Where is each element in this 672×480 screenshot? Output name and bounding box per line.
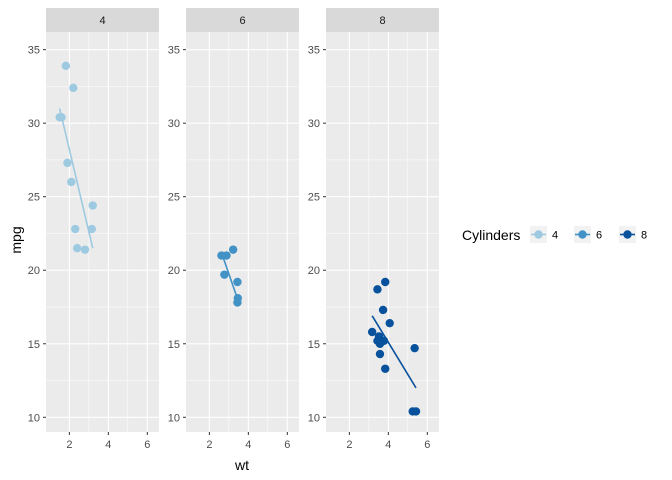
legend-label: 6 xyxy=(596,230,602,242)
panel-background xyxy=(46,32,159,432)
data-point xyxy=(375,349,385,359)
legend-entry-4: 4 xyxy=(530,226,558,243)
fit-line xyxy=(58,108,94,249)
data-point xyxy=(72,243,82,253)
panel-background xyxy=(326,32,439,432)
data-point xyxy=(57,113,66,122)
y-tick-label: 20 xyxy=(308,265,320,277)
y-tick-label: 10 xyxy=(308,412,320,424)
data-point xyxy=(411,407,421,416)
data-point xyxy=(373,336,382,346)
facet-strip xyxy=(186,8,299,32)
facet-panel-8: 8 2 4 6 10 15 20 25 30 35 xyxy=(308,8,439,451)
facet-strip-label: 4 xyxy=(99,15,105,27)
y-tick-label: 35 xyxy=(28,45,40,57)
y-tick-label: 15 xyxy=(28,339,40,351)
data-point xyxy=(233,277,242,287)
data-point xyxy=(385,318,394,328)
data-point xyxy=(378,305,388,315)
y-tick-label: 25 xyxy=(168,192,180,204)
data-point xyxy=(69,83,78,93)
data-point xyxy=(87,224,96,234)
legend-key-point xyxy=(578,230,587,239)
y-tick-label: 30 xyxy=(28,118,40,130)
facet-panel-4: 4 2 4 6 10 15 20 25 30 35 xyxy=(28,8,159,451)
data-point xyxy=(381,277,390,287)
legend-key-point xyxy=(534,230,543,239)
legend-title: Cylinders xyxy=(462,227,520,243)
data-point xyxy=(379,336,389,346)
y-tick-label: 15 xyxy=(308,339,320,351)
y-tick-label: 30 xyxy=(308,118,320,130)
fit-line xyxy=(371,315,417,389)
x-tick-label: 4 xyxy=(385,439,391,451)
x-tick-label: 2 xyxy=(66,439,72,451)
data-point xyxy=(220,270,229,279)
legend-key-point xyxy=(623,230,632,239)
facet-strip xyxy=(326,8,439,32)
y-tick-label: 25 xyxy=(28,192,40,204)
legend-label: 4 xyxy=(552,230,558,242)
panels-layer: 4 2 4 6 10 15 20 25 30 35 6 2 4 6 10 15 20 25 30 35 8 2 4 6 10 15… xyxy=(28,8,439,451)
data-point xyxy=(71,224,80,234)
fit-line xyxy=(220,252,239,300)
x-axis-title: wt xyxy=(234,457,249,473)
data-point xyxy=(228,245,238,254)
data-point xyxy=(373,285,382,294)
y-tick-label: 30 xyxy=(168,118,180,130)
legend-entry-8: 8 xyxy=(619,226,647,243)
panel-background xyxy=(186,32,299,432)
facet-strip-label: 8 xyxy=(379,15,385,27)
y-tick-label: 10 xyxy=(28,412,40,424)
data-point xyxy=(67,177,76,187)
data-point xyxy=(233,298,242,307)
facet-panel-6: 6 2 4 6 10 15 20 25 30 35 xyxy=(168,8,299,451)
legend: Cylinders 4 6 8 xyxy=(462,226,647,243)
x-tick-label: 6 xyxy=(144,439,150,451)
x-tick-label: 2 xyxy=(206,439,212,451)
data-point xyxy=(381,364,390,373)
x-tick-label: 6 xyxy=(284,439,290,451)
y-tick-label: 15 xyxy=(168,339,180,351)
y-tick-label: 20 xyxy=(28,265,40,277)
facet-strip-label: 6 xyxy=(239,15,245,27)
y-tick-label: 20 xyxy=(168,265,180,277)
y-tick-label: 35 xyxy=(308,45,320,57)
data-point xyxy=(88,201,97,210)
x-tick-label: 4 xyxy=(105,439,111,451)
data-point xyxy=(367,327,377,337)
y-axis-title: mpg xyxy=(8,226,24,253)
x-tick-label: 2 xyxy=(346,439,352,451)
data-point xyxy=(222,251,231,260)
x-tick-label: 6 xyxy=(424,439,430,451)
legend-entry-6: 6 xyxy=(574,226,602,243)
y-tick-label: 25 xyxy=(308,192,320,204)
data-point xyxy=(63,158,72,168)
data-point xyxy=(410,343,419,353)
facet-strip xyxy=(46,8,159,32)
data-point xyxy=(80,245,90,254)
y-tick-label: 10 xyxy=(168,412,180,424)
legend-label: 8 xyxy=(641,230,647,242)
x-tick-label: 4 xyxy=(245,439,251,451)
data-point xyxy=(61,61,71,71)
y-tick-label: 35 xyxy=(168,45,180,57)
